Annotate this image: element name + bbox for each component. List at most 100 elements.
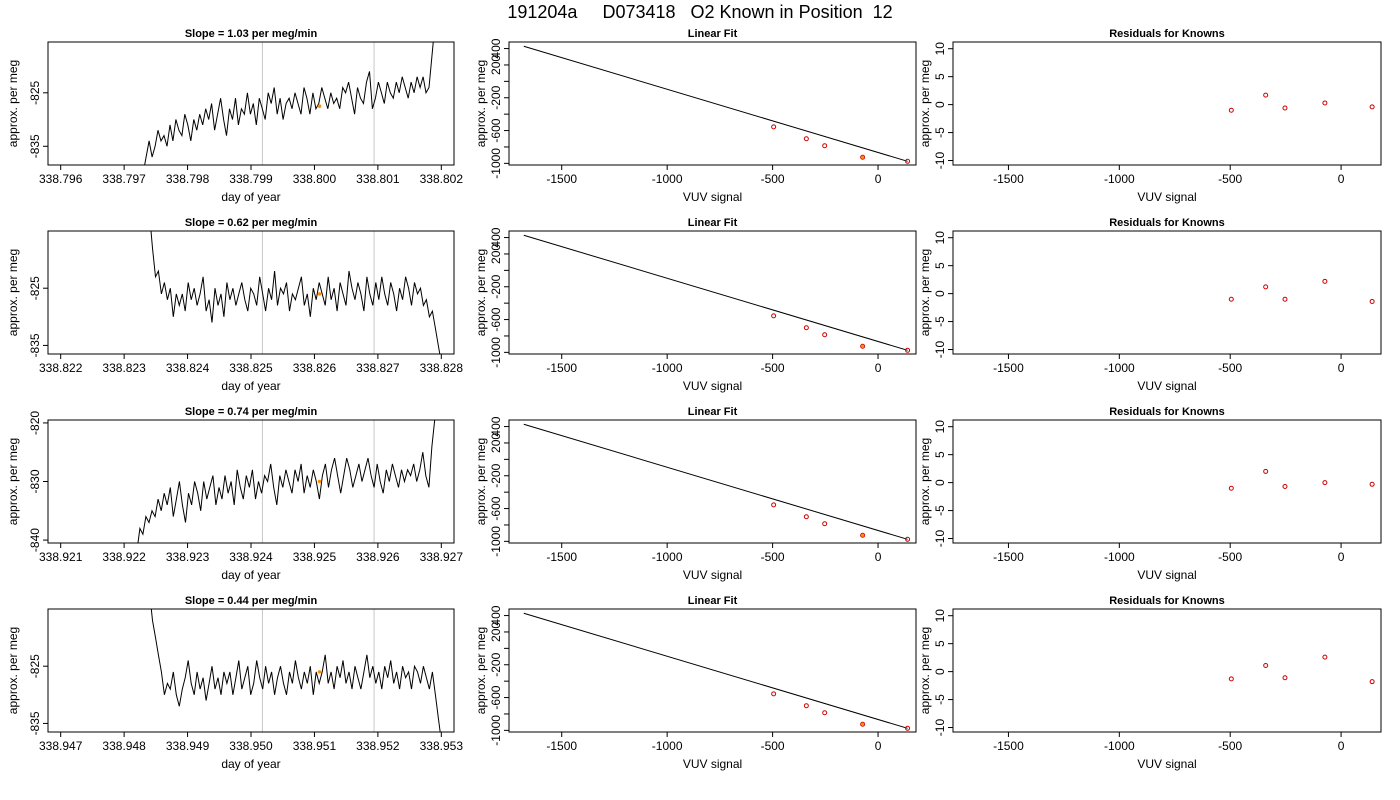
data-point [1228, 485, 1234, 491]
y-tick-label: 10 [933, 231, 947, 245]
x-axis-label: day of year [221, 757, 280, 771]
x-tick-label: -500 [1218, 172, 1242, 186]
x-tick-label: -1500 [993, 172, 1024, 186]
y-tick-label: 5 [933, 640, 947, 647]
data-point [1322, 100, 1328, 106]
y-axis-label: approx. per meg [918, 60, 932, 147]
x-tick-label: -1500 [993, 550, 1024, 564]
plot-area [137, 420, 436, 543]
y-tick-label: 5 [933, 451, 947, 458]
y-tick-label: -835 [28, 134, 42, 158]
data-point [1228, 296, 1234, 302]
panel-r2c2: Linear Fit -1500 -1000 -500 0 -1000 -600 -200 20… [474, 217, 917, 393]
y-tick-label: -5 [933, 505, 947, 516]
y-axis-label: approx. per meg [918, 249, 932, 336]
axes-frame [508, 230, 917, 355]
x-tick-label: 338.828 [420, 361, 464, 375]
panel-r3c3: Residuals for Knowns -1500 -1000 -500 0 -10 -5… [918, 406, 1382, 582]
data-point [1282, 675, 1288, 681]
panel-title: Residuals for Knowns [1109, 28, 1225, 40]
x-tick-label: -1500 [546, 361, 577, 375]
y-tick-label: 200 [489, 433, 503, 453]
data-point [822, 521, 828, 527]
y-tick-label: -1000 [489, 148, 503, 179]
x-tick-label: 338.921 [39, 550, 83, 564]
highlight-point [317, 104, 322, 108]
plot-area [523, 612, 911, 731]
x-tick-label: 338.948 [102, 739, 146, 753]
series-line [150, 231, 441, 354]
x-tick-label: 338.799 [229, 172, 273, 186]
axes-frame [508, 608, 917, 733]
plot-area [523, 45, 911, 164]
x-axis-label: VUV signal [683, 379, 742, 393]
x-tick-label: -1000 [1104, 172, 1135, 186]
x-tick-label: 338.925 [293, 550, 337, 564]
x-tick-label: 0 [875, 361, 882, 375]
axes-frame [952, 230, 1382, 355]
y-axis-label: approx. per meg [6, 627, 20, 714]
x-tick-label: 338.926 [356, 550, 400, 564]
plot-area [523, 423, 911, 542]
y-tick-label: -200 [489, 274, 503, 298]
data-point [1228, 107, 1234, 113]
y-axis-label: approx. per meg [918, 627, 932, 714]
y-tick-label: -200 [489, 85, 503, 109]
fit-line [523, 234, 908, 351]
panel-r4c2: Linear Fit -1500 -1000 -500 0 -1000 -600 -200 20… [474, 595, 917, 771]
series-line [137, 420, 436, 543]
x-tick-label: 338.798 [166, 172, 210, 186]
data-point [905, 536, 911, 542]
data-point [803, 514, 809, 520]
x-tick-label: -1500 [546, 172, 577, 186]
y-tick-label: -5 [933, 127, 947, 138]
axes-frame [47, 419, 455, 544]
y-tick-label: 400 [489, 227, 503, 247]
x-tick-label: 338.802 [420, 172, 464, 186]
x-tick-label: 338.950 [229, 739, 273, 753]
data-point [771, 691, 777, 697]
y-axis-label: approx. per meg [6, 60, 20, 147]
x-axis-label: VUV signal [1137, 757, 1196, 771]
y-tick-label: 0 [933, 101, 947, 108]
x-tick-label: 338.796 [39, 172, 83, 186]
highlight-point [317, 292, 322, 296]
x-tick-label: -1000 [652, 550, 683, 564]
data-point [1263, 284, 1269, 290]
plot-area [144, 42, 434, 165]
data-point [1322, 480, 1328, 486]
panel-title: Linear Fit [688, 406, 738, 418]
x-tick-label: 0 [1338, 739, 1345, 753]
y-tick-label: -600 [489, 496, 503, 520]
data-point [860, 532, 866, 538]
y-tick-label: -835 [28, 333, 42, 357]
figure-title: 191204a D073418 O2 Known in Position 12 [507, 2, 893, 22]
x-tick-label: -1000 [652, 361, 683, 375]
x-tick-label: 338.949 [166, 739, 210, 753]
x-tick-label: -500 [1218, 739, 1242, 753]
axes-frame [952, 41, 1382, 166]
highlight-point [861, 722, 865, 726]
y-axis-label: approx. per meg [474, 627, 488, 714]
y-tick-label: 400 [489, 38, 503, 58]
y-axis-label: approx. per meg [918, 438, 932, 525]
x-tick-label: 338.947 [39, 739, 83, 753]
x-tick-label: -500 [1218, 550, 1242, 564]
y-tick-label: -825 [28, 276, 42, 300]
x-tick-label: 338.824 [166, 361, 210, 375]
plot-area [150, 609, 441, 732]
axes-frame [952, 608, 1382, 733]
panel-title: Slope = 0.62 per meg/min [185, 217, 318, 229]
y-tick-label: -1000 [489, 337, 503, 368]
data-point [803, 325, 809, 331]
panel-title: Residuals for Knowns [1109, 595, 1225, 607]
x-tick-label: -1000 [1104, 550, 1135, 564]
axes-frame [508, 419, 917, 544]
y-tick-label: 10 [933, 42, 947, 56]
highlight-point [861, 533, 865, 537]
x-axis-label: VUV signal [1137, 568, 1196, 582]
x-tick-label: 0 [1338, 361, 1345, 375]
y-tick-label: -840 [28, 528, 42, 552]
x-tick-label: -500 [761, 172, 785, 186]
